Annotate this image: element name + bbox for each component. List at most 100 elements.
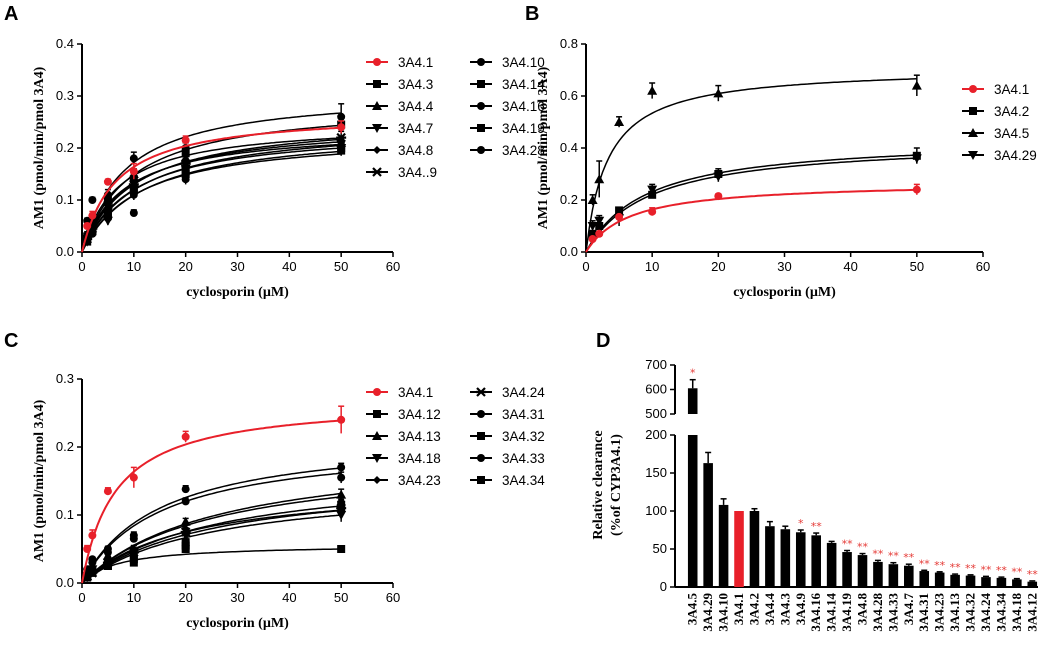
legend-item-3a4-1: 3A4.1 bbox=[366, 385, 433, 400]
bar-rect bbox=[1012, 579, 1022, 587]
legend-item-3a4-3: 3A4.3 bbox=[366, 77, 433, 92]
bar-rect bbox=[888, 564, 899, 587]
data-point bbox=[912, 185, 921, 194]
x-category-label: 3A4.12 bbox=[1024, 593, 1039, 632]
legend-item-3a4-9: 3A4..9 bbox=[366, 165, 437, 180]
bar-3a4-8: ** bbox=[857, 541, 869, 587]
data-point bbox=[103, 487, 112, 496]
bar-lower-segment bbox=[687, 435, 698, 587]
data-point bbox=[588, 229, 597, 238]
legend-label: 3A4.7 bbox=[398, 121, 433, 136]
legend-item-3a4-16: 3A4.16 bbox=[470, 99, 545, 114]
legend-marker bbox=[373, 80, 381, 88]
data-point bbox=[337, 415, 346, 424]
data-point bbox=[88, 196, 97, 204]
x-category-label: 3A4.18 bbox=[1009, 593, 1024, 632]
x-category-label: 3A4.29 bbox=[700, 593, 715, 632]
bar-3a4-13: ** bbox=[950, 561, 962, 587]
data-point bbox=[648, 207, 657, 216]
legend-item-3a4-31: 3A4.31 bbox=[470, 407, 545, 422]
series-3a4-28 bbox=[81, 142, 346, 253]
legend-label: 3A4.34 bbox=[502, 473, 545, 488]
data-point bbox=[615, 212, 624, 221]
panel-letter-b: B bbox=[525, 3, 539, 25]
bar-rect bbox=[811, 535, 821, 587]
y-tick-label: 500 bbox=[645, 406, 667, 421]
legend-label: 3A4.18 bbox=[398, 451, 441, 466]
data-point bbox=[587, 222, 598, 231]
bar-3a4-19: ** bbox=[842, 538, 853, 587]
significance-mark: ** bbox=[950, 561, 962, 574]
fit-curve-3a4-9 bbox=[81, 138, 342, 253]
legend-label: 3A4.29 bbox=[994, 148, 1037, 163]
fit-curve-3a4-10 bbox=[81, 112, 342, 253]
x-category-label: 3A4.32 bbox=[963, 593, 978, 632]
y-tick-label: 0.2 bbox=[56, 140, 74, 155]
data-point bbox=[181, 136, 190, 145]
fit-curve-3a4-28 bbox=[81, 144, 342, 253]
data-point bbox=[129, 473, 138, 482]
x-tick-label: 40 bbox=[843, 259, 857, 274]
bar-rect bbox=[965, 575, 976, 587]
data-point bbox=[337, 545, 346, 553]
legend-marker bbox=[477, 146, 485, 154]
legend-item-3a4-2: 3A4.2 bbox=[962, 104, 1029, 119]
legend-label: 3A4.14 bbox=[502, 77, 545, 92]
fit-curve-3a4-7 bbox=[81, 143, 342, 253]
legend-label: 3A4.3 bbox=[398, 77, 433, 92]
significance-mark: ** bbox=[980, 563, 992, 576]
x-tick-label: 10 bbox=[127, 259, 141, 274]
legend-item-3a4-4: 3A4.4 bbox=[366, 99, 434, 114]
data-point bbox=[911, 154, 922, 164]
bar-3a4-24: ** bbox=[980, 563, 992, 587]
x-tick-label: 20 bbox=[711, 259, 725, 274]
legend-item-3a4-5: 3A4.5 bbox=[962, 126, 1029, 141]
bar-3a4-34: ** bbox=[996, 564, 1007, 587]
legend-marker bbox=[477, 454, 485, 462]
x-tick-label: 50 bbox=[334, 590, 348, 605]
legend-label: 3A4.8 bbox=[398, 143, 433, 158]
x-tick-label: 50 bbox=[910, 259, 924, 274]
x-category-label: 3A4.1 bbox=[731, 593, 746, 625]
y-tick-label: 0.8 bbox=[560, 36, 578, 51]
data-point bbox=[647, 185, 658, 195]
panel-letter-d: D bbox=[596, 330, 610, 352]
bar-rect bbox=[718, 504, 729, 587]
bar-3a4-10 bbox=[718, 498, 729, 587]
x-category-label: 3A4.34 bbox=[993, 593, 1008, 632]
panel-letter-a: A bbox=[4, 3, 18, 25]
bar-rect bbox=[795, 532, 806, 587]
legend-label: 3A4.4 bbox=[398, 99, 434, 114]
y-tick-label: 0.1 bbox=[56, 192, 74, 207]
y-tick-label: 100 bbox=[645, 503, 667, 518]
legend-label: 3A4.32 bbox=[502, 429, 545, 444]
bar-3a4-33: ** bbox=[888, 550, 899, 587]
data-point bbox=[129, 190, 138, 199]
legend-item-3a4-14: 3A4.14 bbox=[470, 77, 545, 92]
x-category-label: 3A4.16 bbox=[808, 593, 823, 632]
bar-3a4-5: * bbox=[687, 367, 698, 587]
y-tick-label: 0.0 bbox=[56, 244, 74, 259]
panel-c-kinetics-chart: 0 10 20 30 40 50 60 0.0 0.1 0.2 0.3 cyclosporin (µM… bbox=[32, 371, 545, 631]
y-tick-label: 0.4 bbox=[560, 140, 578, 155]
fit-curve-3a4-33 bbox=[81, 472, 342, 584]
x-tick-label: 30 bbox=[230, 259, 244, 274]
x-tick-label: 40 bbox=[282, 590, 296, 605]
fit-curve-3a4-1 bbox=[585, 188, 917, 253]
legend-label: 3A4.12 bbox=[398, 407, 441, 422]
bar-3a4-18: ** bbox=[1011, 566, 1023, 587]
series-3a4-31 bbox=[81, 462, 346, 584]
legend-item-3a4-1: 3A4.1 bbox=[962, 82, 1029, 97]
x-category-label: 3A4.33 bbox=[885, 593, 900, 632]
fit-curve-3a4-12 bbox=[81, 548, 342, 584]
legend-marker bbox=[968, 128, 978, 137]
legend-label: 3A4.19 bbox=[502, 121, 545, 136]
legend-marker bbox=[477, 102, 485, 110]
legend-item-3a4-7: 3A4.7 bbox=[366, 121, 433, 136]
legend-item-3a4-12: 3A4.12 bbox=[366, 407, 441, 422]
legend-item-3a4-13: 3A4.13 bbox=[366, 429, 441, 444]
legend-item-3a4-32: 3A4.32 bbox=[470, 429, 545, 444]
series-3a4-18 bbox=[81, 507, 347, 584]
legend-marker bbox=[372, 124, 382, 133]
data-point bbox=[181, 164, 190, 173]
